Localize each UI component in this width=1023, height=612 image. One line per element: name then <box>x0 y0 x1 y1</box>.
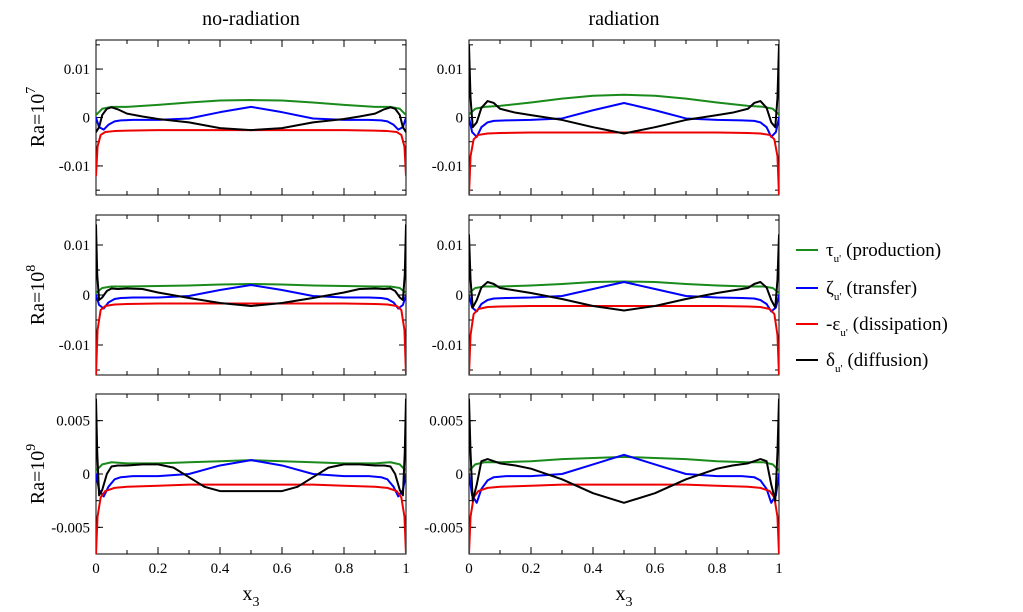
legend-label-dissipation: -εu' (dissipation) <box>826 314 948 339</box>
y-tick-label: 0.005 <box>429 414 463 430</box>
x-tick-label: 0.8 <box>335 561 354 577</box>
y-tick-label: 0.01 <box>437 62 463 78</box>
legend-entry-transfer: ζu' (transfer) <box>796 278 917 303</box>
series-line-transfer <box>469 101 779 138</box>
y-tick-label: -0.01 <box>432 338 463 354</box>
x-tick-label: 0 <box>92 561 100 577</box>
x-axis-label-left: x3 <box>243 583 260 610</box>
y-tick-label: -0.01 <box>59 159 90 175</box>
series-line-production <box>96 459 406 472</box>
panel-r2-no-radiation: 0.005 0 -0.005 0 0.2 0.4 0.6 0.8 1 <box>51 393 410 577</box>
x-tick-label: 0.2 <box>522 561 541 577</box>
y-tick-label: 0 <box>456 288 464 304</box>
series-line-dissipation <box>469 305 779 375</box>
series-group <box>96 99 406 177</box>
series-line-transfer <box>96 459 406 498</box>
series-line-transfer <box>469 453 779 504</box>
series-line-dissipation <box>96 483 406 554</box>
series-line-diffusion <box>469 398 779 504</box>
x-tick-label: 0.6 <box>646 561 665 577</box>
panel-r1-no-radiation: 0.01 0 -0.01 <box>59 214 407 376</box>
series-group <box>469 398 779 554</box>
x-tick-label: 0 <box>465 561 473 577</box>
y-tick-label: 0.005 <box>56 414 90 430</box>
panel-r1-radiation: 0.01 0 -0.01 <box>432 214 780 376</box>
x-tick-label: 0.4 <box>584 561 603 577</box>
series-line-dissipation <box>96 302 406 375</box>
row-label-ra-1e7: Ra=107 <box>24 87 49 148</box>
series-line-transfer <box>469 281 779 313</box>
series-line-diffusion <box>96 398 406 497</box>
panel-frame <box>95 393 407 555</box>
column-title-radiation: radiation <box>588 8 659 30</box>
y-tick-label: 0.01 <box>64 238 90 254</box>
panel-frame <box>468 39 780 196</box>
legend-entry-production: τu' (production) <box>796 240 941 265</box>
series-line-production <box>96 99 406 117</box>
series-group <box>96 224 406 375</box>
panel-r2-radiation: 0.005 0 -0.005 0 0.2 0.4 0.6 0.8 1 <box>424 393 783 577</box>
x-axis-label-right: x3 <box>616 583 633 610</box>
panels: 0.01 0 -0.01 0.01 0 -0.01 0.01 0 -0.01 0.01 0 -0.01… <box>51 39 783 577</box>
series-line-production <box>469 93 779 116</box>
row-label-ra-1e9: Ra=109 <box>24 444 49 505</box>
y-tick-label: -0.005 <box>424 520 463 536</box>
y-tick-label: 0 <box>83 467 91 483</box>
legend: τu' (production) ζu' (transfer) -εu' (dissi… <box>796 240 948 375</box>
series-line-production <box>469 455 779 472</box>
panel-frame <box>468 393 780 555</box>
panel-r0-no-radiation: 0.01 0 -0.01 <box>59 39 407 196</box>
legend-label-production: τu' (production) <box>826 240 941 265</box>
series-group <box>96 398 406 554</box>
series-line-diffusion <box>96 106 406 134</box>
x-tick-label: 0.6 <box>273 561 292 577</box>
series-line-production <box>96 283 406 294</box>
legend-entry-dissipation: -εu' (dissipation) <box>796 314 948 339</box>
column-title-no-radiation: no-radiation <box>202 8 300 30</box>
y-tick-label: 0 <box>456 111 464 127</box>
y-tick-label: 0.01 <box>64 62 90 78</box>
x-tick-label: 0.8 <box>708 561 727 577</box>
y-tick-label: 0 <box>456 467 464 483</box>
panel-r0-radiation: 0.01 0 -0.01 <box>432 39 780 196</box>
y-tick-label: -0.01 <box>432 159 463 175</box>
legend-label-transfer: ζu' (transfer) <box>826 278 917 303</box>
series-line-dissipation <box>469 131 779 195</box>
legend-entry-diffusion: δu' (diffusion) <box>796 350 928 375</box>
series-line-diffusion <box>469 43 779 135</box>
series-group <box>469 43 779 195</box>
series-line-dissipation <box>469 483 779 554</box>
series-line-dissipation <box>96 129 406 177</box>
series-group <box>469 234 779 375</box>
x-tick-label: 1 <box>775 561 783 577</box>
row-label-ra-1e8: Ra=108 <box>24 265 49 326</box>
x-tick-label: 0.4 <box>211 561 230 577</box>
y-tick-label: 0 <box>83 288 91 304</box>
series-line-diffusion <box>96 224 406 307</box>
x-tick-label: 0.2 <box>149 561 168 577</box>
panel-frame <box>95 214 407 376</box>
legend-label-diffusion: δu' (diffusion) <box>826 350 928 375</box>
y-tick-label: -0.005 <box>51 520 90 536</box>
panel-frame <box>468 214 780 376</box>
y-tick-label: -0.01 <box>59 338 90 354</box>
series-line-transfer <box>96 284 406 310</box>
y-tick-label: 0.01 <box>437 238 463 254</box>
series-line-transfer <box>96 105 406 131</box>
x-tick-label: 1 <box>402 561 410 577</box>
y-tick-label: 0 <box>83 111 91 127</box>
series-line-diffusion <box>469 234 779 312</box>
